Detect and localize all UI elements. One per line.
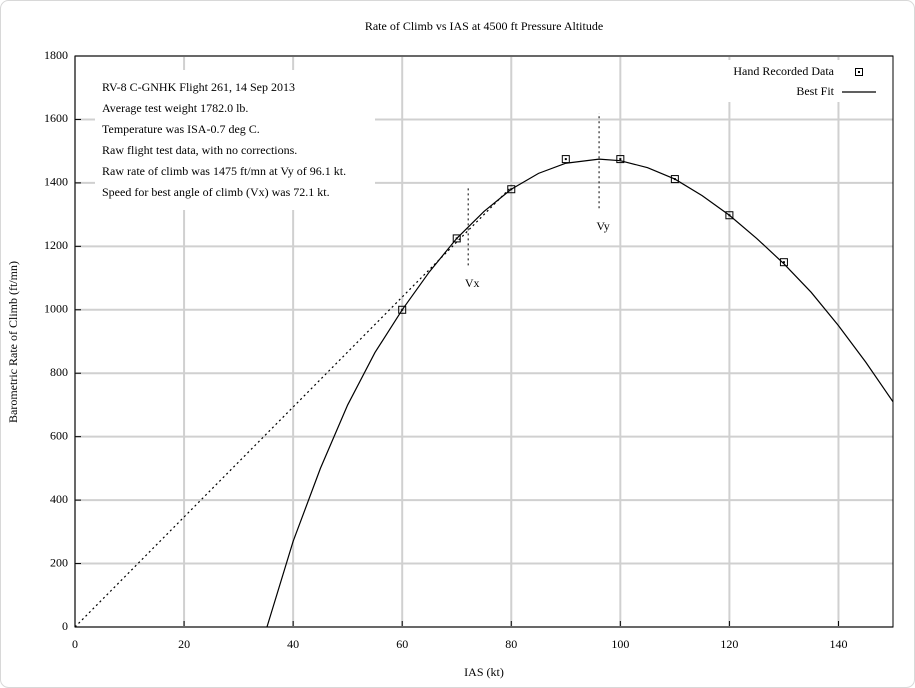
note-text: Raw flight test data, with no correction… bbox=[102, 143, 297, 157]
marker-box bbox=[507, 185, 516, 194]
x-tick-label: 120 bbox=[720, 637, 738, 651]
x-axis-label: IAS (kt) bbox=[464, 665, 504, 679]
marker-dot bbox=[619, 158, 622, 161]
annotation-label: Vy bbox=[596, 219, 609, 233]
x-tick-label: 40 bbox=[287, 637, 299, 651]
note-text: Raw rate of climb was 1475 ft/mn at Vy o… bbox=[102, 164, 346, 178]
x-tick-label: 60 bbox=[396, 637, 408, 651]
y-tick-label: 800 bbox=[50, 365, 68, 379]
x-tick-label: 100 bbox=[611, 637, 629, 651]
legend-label: Hand Recorded Data bbox=[733, 64, 834, 78]
marker-box bbox=[779, 258, 788, 267]
marker-dot bbox=[564, 158, 567, 161]
legend-background bbox=[715, 60, 885, 102]
legend-label: Best Fit bbox=[796, 84, 834, 98]
plot-border bbox=[74, 55, 894, 628]
marker-box bbox=[452, 234, 461, 243]
x-tick-label: 140 bbox=[829, 637, 847, 651]
marker-box bbox=[398, 305, 407, 314]
y-axis-label: Barometric Rate of Climb (ft/mn) bbox=[6, 261, 20, 423]
marker bbox=[616, 155, 625, 164]
note-text: Temperature was ISA-0.7 deg C. bbox=[102, 122, 260, 136]
y-tick-label: 0 bbox=[62, 619, 68, 633]
marker-dot bbox=[858, 71, 860, 73]
tangent-line bbox=[75, 186, 512, 627]
annotation-label: Vx bbox=[465, 276, 480, 290]
x-tick-label: 0 bbox=[72, 637, 78, 651]
marker bbox=[561, 155, 570, 164]
x-tick-label: 20 bbox=[178, 637, 190, 651]
note-text: Average test weight 1782.0 lb. bbox=[102, 101, 248, 115]
notes-background bbox=[95, 70, 375, 210]
marker-box bbox=[855, 68, 863, 76]
marker bbox=[855, 68, 863, 76]
marker-box bbox=[670, 175, 679, 184]
y-tick-label: 1800 bbox=[44, 48, 68, 62]
marker bbox=[779, 258, 788, 267]
y-tick-label: 400 bbox=[50, 492, 68, 506]
fit-line bbox=[266, 158, 893, 627]
marker-box bbox=[616, 155, 625, 164]
x-tick-label: 80 bbox=[505, 637, 517, 651]
y-tick-label: 1400 bbox=[44, 175, 68, 189]
marker-box bbox=[725, 211, 734, 220]
y-tick-label: 600 bbox=[50, 428, 68, 442]
note-text: RV-8 C-GNHK Flight 261, 14 Sep 2013 bbox=[102, 80, 295, 94]
y-tick-label: 1000 bbox=[44, 302, 68, 316]
note-text: Speed for best angle of climb (Vx) was 7… bbox=[102, 185, 330, 199]
marker-dot bbox=[782, 261, 785, 264]
y-tick-label: 1600 bbox=[44, 111, 68, 125]
marker-box bbox=[561, 155, 570, 164]
y-tick-label: 1200 bbox=[44, 238, 68, 252]
y-tick-label: 200 bbox=[50, 555, 68, 569]
chart-title: Rate of Climb vs IAS at 4500 ft Pressure… bbox=[365, 19, 603, 33]
